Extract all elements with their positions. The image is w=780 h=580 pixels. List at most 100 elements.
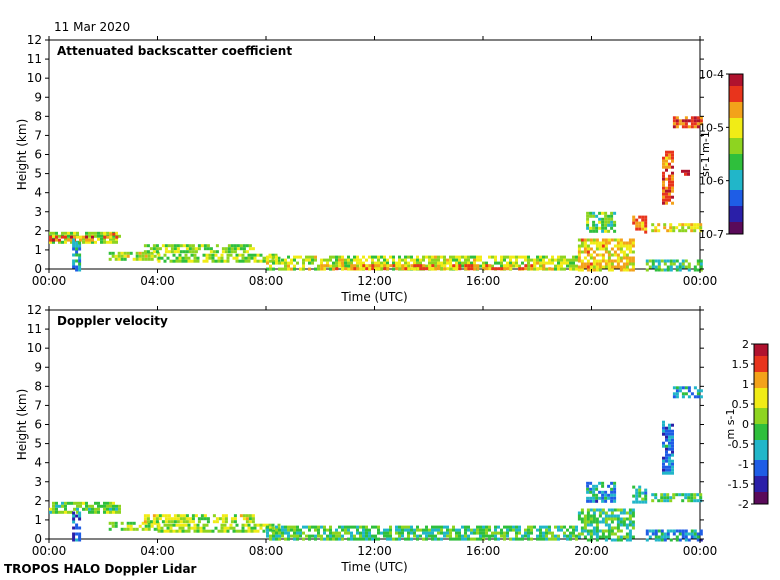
heatmap-cell-1-6 (580, 517, 584, 521)
colorbar-segment-1 (754, 344, 768, 349)
heatmap-cell-0-8 (395, 267, 399, 271)
heatmap-cell-1-4 (202, 529, 206, 533)
heatmap-cell-0-9 (628, 259, 632, 263)
heatmap-cell-0-9 (628, 238, 632, 242)
heatmap-cell-1-5 (287, 525, 290, 529)
heatmap-cell-1-5 (323, 531, 326, 535)
heatmap-cell-0-7 (287, 255, 290, 259)
heatmap-cell-0-7 (380, 267, 383, 271)
heatmap-cell-1-9 (662, 456, 665, 460)
heatmap-cell-1-0 (106, 507, 109, 511)
heatmap-cell-1-5 (410, 537, 413, 541)
heatmap-cell-0-7 (293, 255, 296, 259)
heatmap-cell-0-7 (287, 261, 290, 265)
heatmap-cell-1-5 (407, 528, 410, 532)
heatmap-cell-0-9 (577, 250, 581, 254)
heatmap-cell-0-2 (75, 265, 79, 269)
heatmap-cell-1-5 (365, 537, 368, 541)
heatmap-cell-0-8 (443, 267, 447, 271)
heatmap-cell-1-0 (61, 504, 64, 508)
heatmap-cell-0-7 (500, 264, 503, 268)
heatmap-cell-1-6 (622, 517, 626, 521)
heatmap-cell-1-0 (61, 510, 64, 514)
heatmap-cell-1-6 (601, 535, 605, 539)
heatmap-cell-1-0 (64, 501, 67, 505)
heatmap-cell-1-0 (106, 504, 109, 508)
heatmap-cell-0-12 (671, 171, 674, 175)
heatmap-cell-1-6 (595, 526, 599, 530)
heatmap-cell-0-13 (675, 226, 679, 230)
heatmap-cell-1-5 (410, 528, 413, 532)
heatmap-cell-0-9 (595, 241, 599, 245)
heatmap-cell-1-9 (671, 441, 674, 445)
heatmap-cell-1-0 (103, 504, 106, 508)
heatmap-cell-0-0 (106, 240, 109, 244)
y-tick-label-1-0: 0 (34, 532, 42, 546)
heatmap-cell-1-5 (266, 525, 269, 529)
heatmap-cell-1-5 (488, 525, 491, 529)
heatmap-cell-0-0 (115, 237, 118, 241)
y-tick-label-1-12: 12 (27, 303, 42, 317)
heatmap-cell-0-7 (356, 255, 359, 259)
heatmap-cell-0-7 (428, 261, 431, 265)
heatmap-cell-0-12 (662, 192, 665, 196)
heatmap-cell-1-3 (149, 520, 153, 524)
heatmap-cell-0-6 (202, 253, 206, 257)
heatmap-cell-1-6 (628, 517, 632, 521)
heatmap-cell-0-7 (557, 255, 560, 259)
heatmap-cell-1-5 (410, 525, 413, 529)
heatmap-cell-0-9 (616, 256, 620, 260)
heatmap-cell-0-7 (419, 258, 422, 262)
heatmap-cell-0-6 (226, 259, 230, 263)
heatmap-cell-0-7 (329, 267, 332, 271)
heatmap-cell-0-7 (284, 261, 287, 265)
heatmap-cell-1-6 (604, 523, 608, 527)
colorbar-segment-0 (729, 198, 743, 203)
heatmap-cell-0-5 (197, 247, 201, 251)
heatmap-cell-1-5 (542, 534, 545, 538)
colorbar-segment-1 (754, 424, 768, 429)
heatmap-cell-0-9 (580, 259, 584, 263)
heatmap-cell-1-8 (638, 500, 642, 504)
heatmap-cell-0-7 (401, 258, 404, 262)
heatmap-cell-1-0 (94, 507, 97, 511)
heatmap-cell-0-0 (91, 231, 94, 235)
heatmap-cell-0-6 (274, 253, 278, 257)
heatmap-cell-0-6 (217, 256, 221, 260)
heatmap-cell-1-5 (569, 537, 572, 541)
heatmap-cell-0-8 (398, 264, 402, 268)
heatmap-cell-0-7 (569, 261, 572, 265)
heatmap-cell-0-8 (377, 267, 381, 271)
heatmap-cell-1-4 (202, 523, 206, 527)
heatmap-cell-1-6 (589, 535, 593, 539)
heatmap-cell-0-6 (190, 259, 194, 263)
heatmap-cell-1-5 (404, 537, 407, 541)
heatmap-cell-1-5 (377, 537, 380, 541)
heatmap-cell-1-5 (344, 525, 347, 529)
colorbar-segment-1 (754, 440, 768, 445)
heatmap-cell-1-6 (580, 529, 584, 533)
colorbar-segment-1 (754, 464, 768, 469)
heatmap-cell-1-3 (251, 514, 255, 518)
heatmap-cell-0-9 (592, 250, 596, 254)
heatmap-cell-1-4 (262, 529, 266, 533)
heatmap-cell-0-7 (398, 261, 401, 265)
heatmap-cell-1-5 (554, 525, 557, 529)
heatmap-cell-1-6 (616, 520, 620, 524)
heatmap-cell-0-9 (586, 265, 590, 269)
heatmap-cell-1-5 (374, 537, 377, 541)
heatmap-cell-0-6 (220, 253, 224, 257)
heatmap-cell-0-9 (604, 238, 608, 242)
heatmap-cell-0-12 (671, 183, 674, 187)
heatmap-cell-0-7 (302, 258, 305, 262)
heatmap-cell-1-5 (266, 528, 269, 532)
heatmap-cell-0-8 (371, 264, 375, 268)
heatmap-cell-0-8 (467, 264, 471, 268)
heatmap-cell-0-7 (575, 258, 578, 262)
heatmap-cell-0-7 (404, 261, 407, 265)
heatmap-cell-0-15 (672, 125, 676, 129)
heatmap-cell-1-6 (625, 532, 629, 536)
heatmap-cell-1-12 (696, 532, 700, 536)
heatmap-cell-0-0 (49, 231, 52, 235)
heatmap-cell-1-5 (494, 537, 497, 541)
